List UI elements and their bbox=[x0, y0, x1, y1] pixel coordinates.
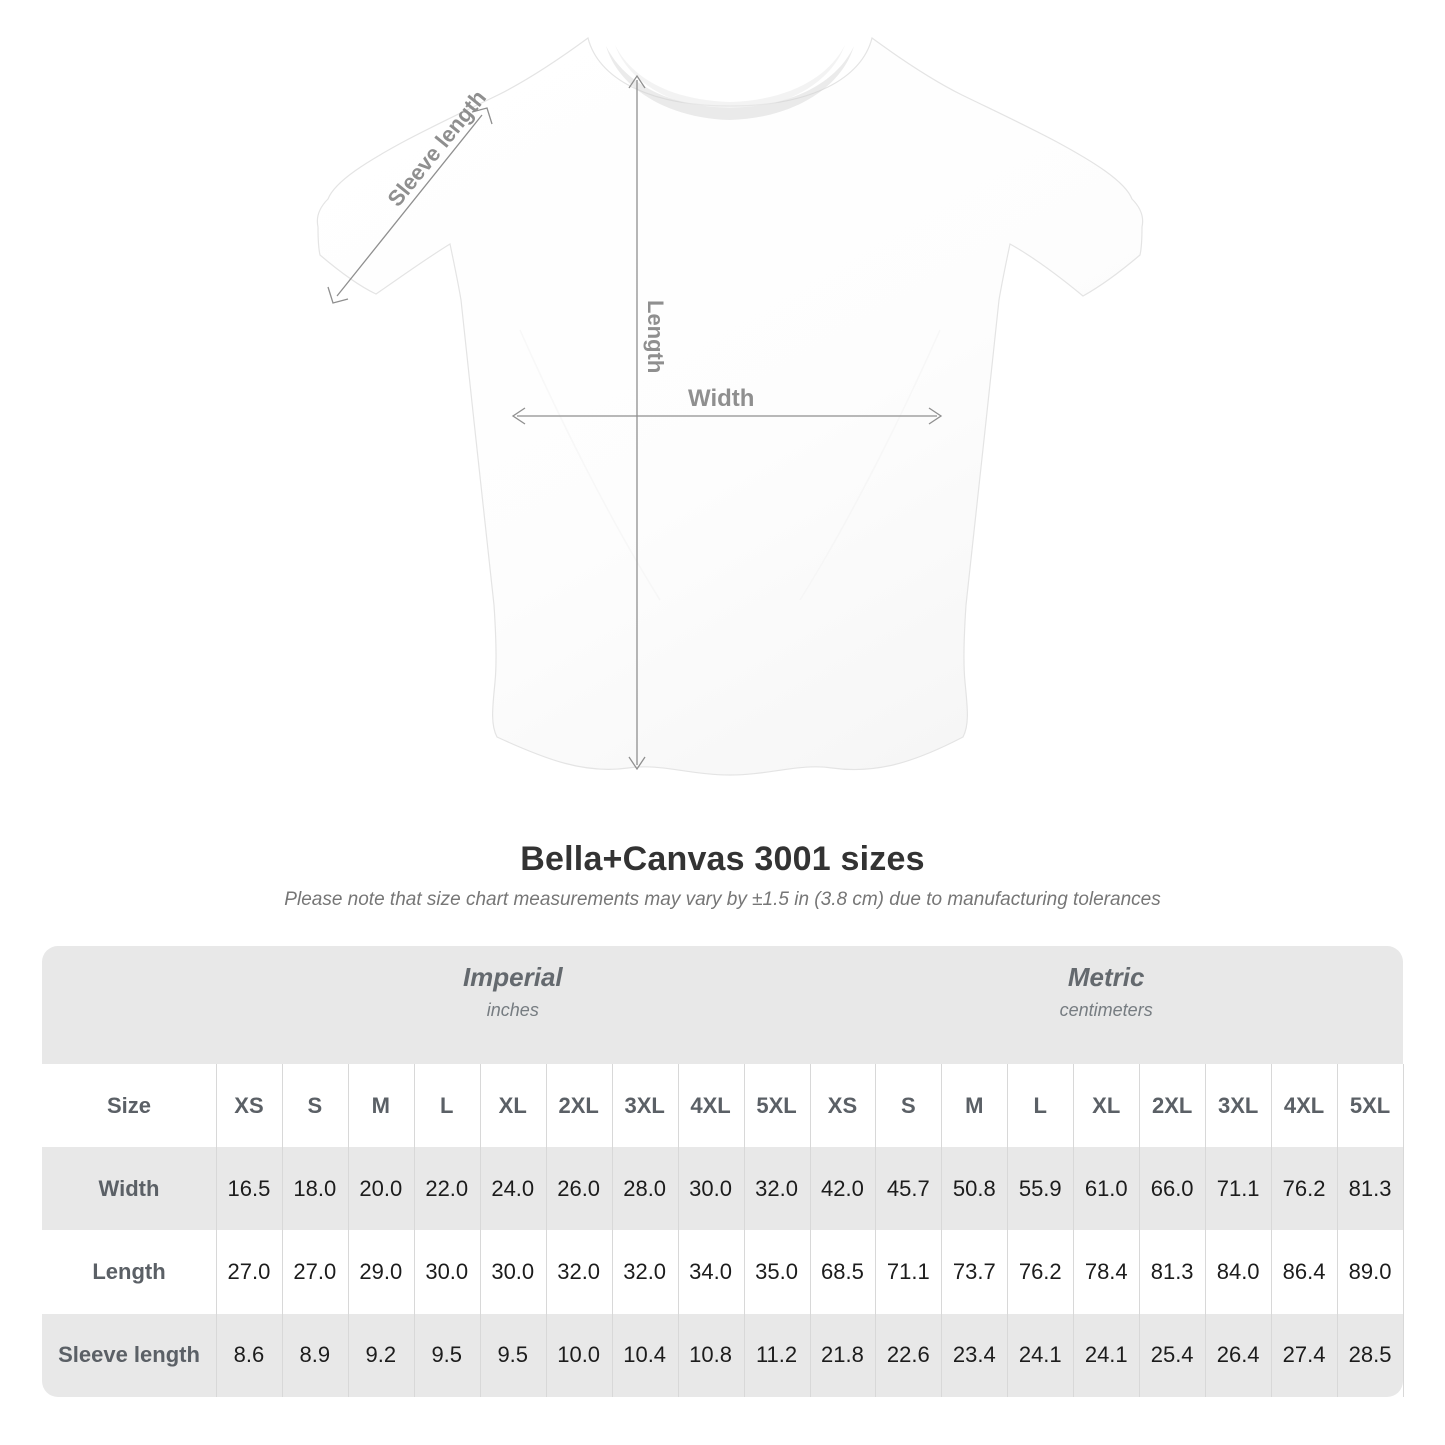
svg-text:Length: Length bbox=[643, 300, 668, 373]
svg-text:Width: Width bbox=[688, 385, 754, 412]
